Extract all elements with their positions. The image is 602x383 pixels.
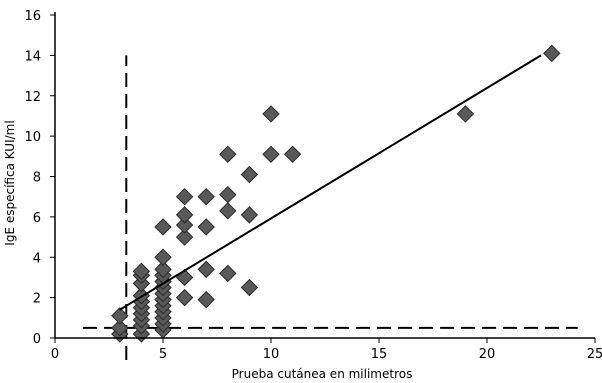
y-tick-label: 0 [33, 332, 41, 347]
y-tick-label: 16 [24, 9, 41, 24]
x-tick-label: 15 [371, 347, 388, 362]
data-point [175, 228, 194, 246]
data-point [219, 264, 237, 283]
tick-labels: 0 2 4 6 8 10 12 14 16 0 5 10 15 20 25 [24, 9, 602, 362]
y-tick-label: 4 [33, 251, 41, 266]
data-point [175, 206, 194, 224]
data-point [197, 290, 215, 309]
y-tick-label: 14 [24, 49, 41, 64]
x-tick-label: 25 [587, 347, 602, 362]
data-point [111, 307, 129, 325]
data-point [154, 218, 172, 236]
x-tick-label: 20 [479, 347, 496, 362]
reference-lines [83, 55, 578, 360]
data-point [154, 248, 172, 266]
data-points [111, 44, 561, 343]
data-point [219, 202, 237, 220]
y-tick-label: 10 [24, 130, 41, 145]
y-tick-label: 6 [33, 211, 41, 226]
y-tick-label: 2 [33, 292, 41, 307]
axes [50, 12, 596, 343]
x-axis-label: Prueba cutánea en milimetros [232, 367, 413, 381]
data-point [219, 185, 237, 204]
data-point [219, 145, 237, 164]
data-point [175, 268, 194, 287]
data-point [240, 278, 259, 297]
x-tick-label: 0 [51, 347, 59, 362]
data-point [283, 145, 302, 164]
trendline-layer [119, 54, 542, 311]
data-point [132, 262, 151, 281]
data-point [543, 44, 561, 63]
data-point [175, 288, 194, 307]
x-tick-label: 10 [263, 347, 280, 362]
data-point [111, 319, 129, 337]
data-point [240, 206, 259, 224]
y-tick-label: 12 [24, 90, 41, 105]
data-point [240, 165, 259, 184]
y-tick-label: 8 [33, 171, 41, 186]
data-point [175, 216, 194, 234]
y-axis-label: IgE específica KUI/ml [3, 120, 17, 245]
x-tick-label: 5 [159, 347, 167, 362]
data-point [262, 105, 280, 123]
data-point [262, 145, 280, 164]
data-point [456, 105, 475, 123]
data-point [175, 187, 194, 206]
data-point [197, 187, 215, 206]
data-point [154, 260, 172, 279]
trendline [119, 54, 542, 311]
data-point [197, 218, 215, 236]
data-point [197, 260, 215, 279]
